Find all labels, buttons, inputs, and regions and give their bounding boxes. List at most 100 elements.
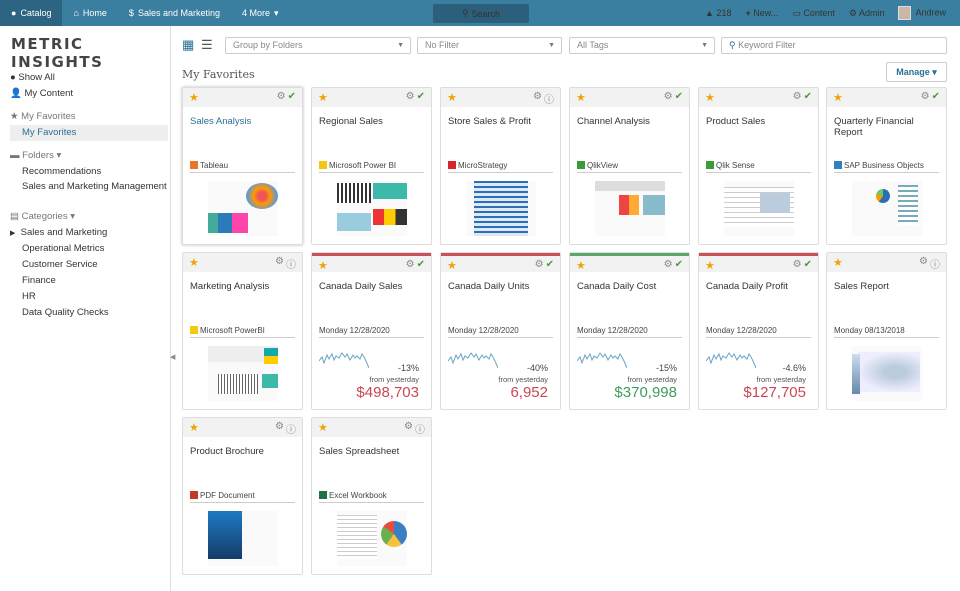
- card-title[interactable]: Quarterly Financial Report: [834, 116, 914, 138]
- favorite-card[interactable]: ★ ⚙ ✔ Canada Daily Sales Monday 12/28/2020…: [311, 252, 432, 410]
- info-icon[interactable]: ⓘ: [286, 260, 296, 271]
- card-header: ★ ⚙ ✔: [570, 88, 689, 107]
- gear-icon[interactable]: ⚙: [533, 91, 542, 102]
- sidebar-favorites-heading[interactable]: ★ My Favorites: [10, 111, 76, 122]
- card-title[interactable]: Product Sales: [706, 116, 766, 127]
- search-button[interactable]: ⚲ Search: [433, 4, 529, 23]
- card-title[interactable]: Product Brochure: [190, 446, 264, 457]
- nav-more[interactable]: 4 More ▾: [231, 0, 290, 26]
- sidebar-category-item[interactable]: Finance: [22, 275, 56, 286]
- info-icon[interactable]: ⓘ: [286, 425, 296, 436]
- favorite-card[interactable]: ★ ⚙ ⓘ Marketing Analysis Microsoft PowerBI: [182, 252, 303, 410]
- favorite-card[interactable]: ★ ⚙ ⓘ Sales Spreadsheet Excel Workbook: [311, 417, 432, 575]
- admin-button[interactable]: ⚙ Admin: [849, 8, 885, 19]
- favorite-card[interactable]: ★ ⚙ ✔ Canada Daily Units Monday 12/28/2020…: [440, 252, 561, 410]
- search-icon: ⚲: [729, 40, 736, 50]
- card-title[interactable]: Sales Report: [834, 281, 889, 292]
- star-icon[interactable]: ★: [318, 422, 328, 434]
- group-select[interactable]: Group by Folders ▼: [225, 37, 411, 54]
- sidebar-folder-item[interactable]: Sales and Marketing Management: [22, 181, 167, 192]
- favorite-card[interactable]: ★ ⚙ ✔ Canada Daily Profit Monday 12/28/202…: [698, 252, 819, 410]
- sidebar-category-item[interactable]: Operational Metrics: [22, 243, 105, 254]
- gear-icon[interactable]: ⚙: [275, 256, 284, 267]
- star-icon[interactable]: ★: [189, 257, 199, 269]
- sidebar-categories-heading[interactable]: ▤ Categories ▾: [10, 211, 75, 222]
- card-title[interactable]: Canada Daily Profit: [706, 281, 788, 292]
- nav-catalog[interactable]: ● Catalog: [0, 0, 63, 26]
- star-icon[interactable]: ★: [447, 260, 457, 272]
- alerts-button[interactable]: ▲ 218: [705, 8, 731, 18]
- card-header: ★ ⚙ ✔: [312, 88, 431, 107]
- source-label: Tableau: [200, 161, 229, 170]
- info-icon[interactable]: ⓘ: [415, 425, 425, 436]
- sidebar-category-item[interactable]: Data Quality Checks: [22, 307, 109, 318]
- gear-icon[interactable]: ⚙: [275, 421, 284, 432]
- star-icon[interactable]: ★: [447, 92, 457, 104]
- list-view-icon[interactable]: ☰: [201, 37, 213, 52]
- star-icon[interactable]: ★: [189, 422, 199, 434]
- manage-button[interactable]: Manage ▾: [886, 62, 947, 82]
- star-icon[interactable]: ★: [833, 257, 843, 269]
- star-icon[interactable]: ★: [318, 92, 328, 104]
- star-icon[interactable]: ★: [189, 92, 199, 104]
- nav-home[interactable]: ⌂ Home: [62, 0, 117, 26]
- star-icon[interactable]: ★: [576, 92, 586, 104]
- card-title[interactable]: Marketing Analysis: [190, 281, 270, 292]
- favorite-card[interactable]: ★ ⚙ ✔ Regional Sales Microsoft Power BI: [311, 87, 432, 245]
- favorite-card[interactable]: ★ ⚙ ⓘ Store Sales & Profit MicroStrategy: [440, 87, 561, 245]
- favorite-card[interactable]: ★ ⚙ ✔ Sales Analysis Tableau: [182, 87, 303, 245]
- label: No Filter: [425, 40, 460, 50]
- star-icon[interactable]: ★: [833, 92, 843, 104]
- card-title[interactable]: Sales Analysis: [190, 116, 252, 127]
- sidebar-category-item[interactable]: ▶ Sales and Marketing: [10, 225, 168, 241]
- gear-icon[interactable]: ⚙: [405, 91, 415, 102]
- favorite-card[interactable]: ★ ⚙ ✔ Quarterly Financial Report SAP Busin…: [826, 87, 947, 245]
- card-title[interactable]: Regional Sales: [319, 116, 383, 127]
- gear-icon[interactable]: ⚙: [534, 259, 544, 270]
- grid-view-icon[interactable]: ▦: [182, 37, 195, 52]
- sidebar-my-favorites[interactable]: My Favorites: [10, 125, 168, 141]
- star-icon[interactable]: ★: [705, 92, 715, 104]
- sidebar-show-all[interactable]: ● Show All: [10, 72, 55, 83]
- card-title[interactable]: Sales Spreadsheet: [319, 446, 400, 457]
- nav-sales-marketing[interactable]: $ Sales and Marketing: [118, 0, 231, 26]
- card-title[interactable]: Canada Daily Units: [448, 281, 530, 292]
- gear-icon[interactable]: ⚙: [920, 91, 930, 102]
- favorite-card[interactable]: ★ ⚙ ⓘ Product Brochure PDF Document: [182, 417, 303, 575]
- card-title[interactable]: Canada Daily Sales: [319, 281, 403, 292]
- gear-icon[interactable]: ⚙: [792, 259, 802, 270]
- filter-select[interactable]: No Filter ▼: [417, 37, 562, 54]
- star-icon[interactable]: ★: [705, 260, 715, 272]
- gear-icon[interactable]: ⚙: [792, 91, 802, 102]
- keyword-filter-input[interactable]: ⚲ Keyword Filter: [721, 37, 947, 54]
- gear-icon[interactable]: ⚙: [404, 421, 413, 432]
- card-title[interactable]: Channel Analysis: [577, 116, 650, 127]
- sidebar-category-item[interactable]: HR: [22, 291, 36, 302]
- gear-icon[interactable]: ⚙: [919, 256, 928, 267]
- content-button[interactable]: ▭ Content: [792, 8, 835, 19]
- card-title[interactable]: Canada Daily Cost: [577, 281, 657, 292]
- favorite-card[interactable]: ★ ⚙ ✔ Product Sales Qlik Sense: [698, 87, 819, 245]
- sidebar-category-item[interactable]: Customer Service: [22, 259, 98, 270]
- favorite-card[interactable]: ★ ⚙ ✔ Channel Analysis QlikView: [569, 87, 690, 245]
- info-icon[interactable]: ⓘ: [544, 95, 554, 106]
- favorite-card[interactable]: ★ ⚙ ✔ Canada Daily Cost Monday 12/28/2020 -…: [569, 252, 690, 410]
- sidebar-folders-heading[interactable]: ▬ Folders ▾: [10, 150, 62, 161]
- gear-icon[interactable]: ⚙: [276, 91, 286, 102]
- card-header: ★ ⚙ ✔: [570, 253, 689, 272]
- sidebar-my-content[interactable]: 👤 My Content: [10, 88, 74, 99]
- star-icon[interactable]: ★: [318, 260, 328, 272]
- new-button[interactable]: + New...: [746, 8, 779, 18]
- info-icon[interactable]: ⓘ: [930, 260, 940, 271]
- gear-icon[interactable]: ⚙: [405, 259, 415, 270]
- user-menu[interactable]: Andrew: [898, 6, 946, 20]
- tags-select[interactable]: All Tags ▼: [569, 37, 715, 54]
- sidebar-folder-item[interactable]: Recommendations: [22, 166, 102, 177]
- card-title[interactable]: Store Sales & Profit: [448, 116, 531, 127]
- card-thumbnail: [852, 346, 922, 401]
- star-icon[interactable]: ★: [576, 260, 586, 272]
- collapse-sidebar-icon[interactable]: ◀: [170, 354, 176, 361]
- gear-icon[interactable]: ⚙: [663, 259, 673, 270]
- favorite-card[interactable]: ★ ⚙ ⓘ Sales Report Monday 08/13/2018: [826, 252, 947, 410]
- gear-icon[interactable]: ⚙: [663, 91, 673, 102]
